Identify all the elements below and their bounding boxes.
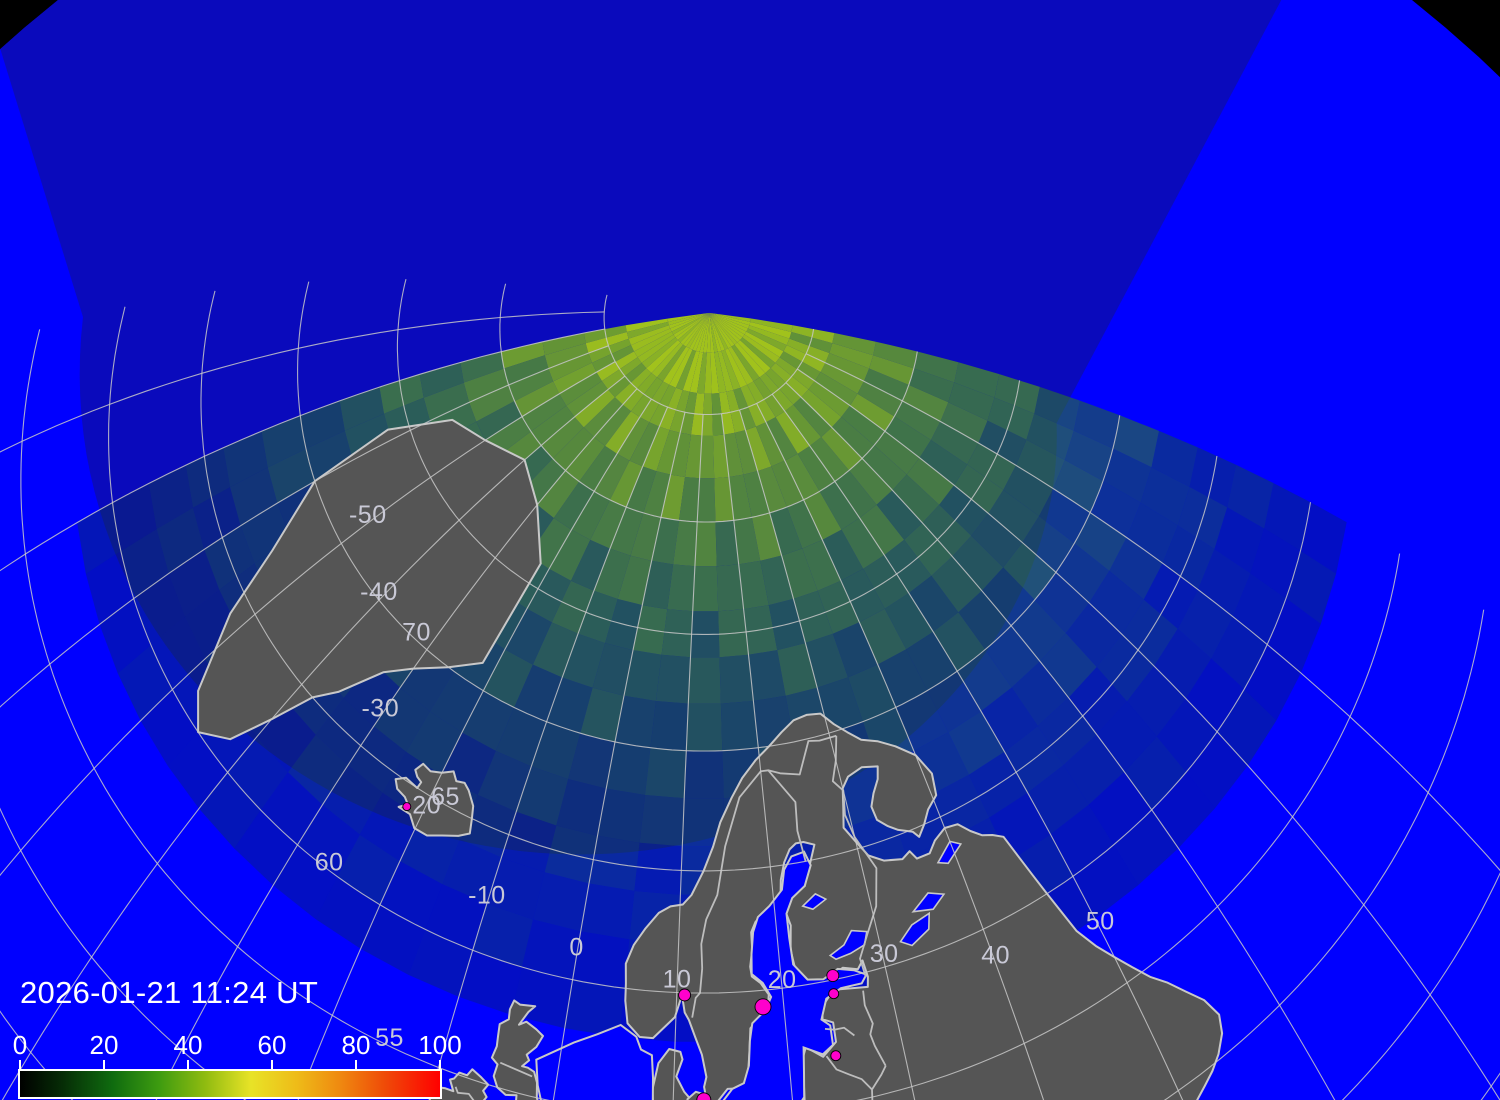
parallel-45: [0, 393, 1500, 1100]
country-border: [825, 1055, 873, 1091]
meridian--10: [274, 406, 669, 1100]
sea-north-sea: [535, 1023, 656, 1100]
colorbar-tickmark: [271, 1060, 273, 1069]
landmass-iceland: [394, 762, 475, 837]
graticule-layer: [0, 279, 1500, 1100]
meridian--70: [0, 328, 605, 1022]
colorbar-tickmark: [187, 1060, 189, 1069]
city-marker-riga[interactable]: Riga: [830, 1050, 842, 1062]
colorbar-tick-100: 100: [418, 1030, 462, 1060]
colorbar-tick-40: 40: [173, 1030, 203, 1060]
colorbar-tickmark: [19, 1060, 21, 1069]
parallel-80: [499, 283, 918, 523]
meridian-40: [756, 403, 1235, 1100]
meridian-0: [462, 412, 686, 1100]
city-marker-helsinki[interactable]: Helsinki: [826, 969, 840, 983]
colorbar-tickmark: [103, 1060, 105, 1069]
parallel-60: [108, 306, 1312, 994]
meridian-70: [796, 368, 1500, 1100]
parallel-label-65: 65: [431, 783, 460, 811]
meridian--50: [0, 361, 616, 1100]
city-marker-oslo[interactable]: Oslo: [678, 988, 692, 1002]
meridian-80: [805, 353, 1500, 1100]
landmass-greenland: [197, 418, 542, 741]
parallel-70: [297, 281, 1121, 752]
colorbar-gradient: [18, 1069, 442, 1099]
meridian--30: [0, 388, 638, 1100]
parallel-65: [200, 290, 1218, 872]
colorbar-ticks: [18, 1060, 442, 1069]
country-border: [824, 1026, 855, 1037]
meridian-label--40: -40: [360, 578, 398, 606]
city-marker-stockholm[interactable]: Stockholm: [754, 998, 772, 1016]
meridian-label-20: 20: [768, 966, 797, 994]
meridian-60: [785, 382, 1500, 1100]
colorbar-tick-0: 0: [12, 1030, 28, 1060]
parallel-50: [0, 358, 1485, 1100]
colorbar-tickmark: [355, 1060, 357, 1069]
colorbar-tickmark: [439, 1060, 441, 1069]
landmass-britain: [460, 999, 559, 1100]
meridian-label-0: 0: [569, 934, 583, 962]
lake-1: [899, 911, 931, 947]
meridian-label--10: -10: [468, 882, 506, 910]
parallel-label-70: 70: [402, 618, 431, 646]
country-border: [454, 1086, 478, 1100]
meridian--60: [0, 345, 609, 1100]
parallel-label-55: 55: [375, 1024, 404, 1052]
colorbar-tick-80: 80: [341, 1030, 371, 1060]
meridian-label--30: -30: [361, 695, 399, 723]
lake-4: [801, 892, 828, 911]
meridian-30: [738, 409, 1051, 1100]
parallel-85: [603, 294, 815, 416]
parallel-75: [396, 279, 1021, 635]
colorbar-tick-labels: 0 20 40 60 80 100: [13, 1030, 462, 1060]
colorbar-tick-60: 60: [257, 1030, 287, 1060]
lake-3: [936, 840, 963, 865]
night-shading-layer: [0, 0, 1500, 855]
colorbar-tick-20: 20: [89, 1030, 119, 1060]
meridian-50: [771, 393, 1404, 1100]
country-border: [499, 1061, 533, 1078]
country-border: [691, 968, 704, 1018]
parallel-label-60: 60: [315, 849, 344, 877]
meridian--40: [0, 375, 626, 1100]
city-marker-tallinn[interactable]: Tallinn: [828, 988, 840, 1000]
meridian-label-30: 30: [870, 940, 899, 968]
country-border: [862, 990, 887, 1067]
timestamp-label: 2026-01-21 11:24 UT: [20, 975, 319, 1010]
country-border: [767, 734, 837, 862]
colorbar-legend: 0 20 40 60 80 100: [13, 1030, 462, 1099]
parallel-55: [20, 329, 1401, 1100]
lake-2: [911, 892, 946, 913]
city-marker-reykjavik[interactable]: Reykjavik: [402, 802, 412, 812]
meridian-20: [720, 413, 858, 1100]
meridian--80: [0, 311, 605, 837]
meridian-label-40: 40: [981, 941, 1010, 969]
meridian-10: [658, 414, 704, 1100]
landmass-layer: [197, 418, 1224, 1100]
meridian-label-50: 50: [1086, 907, 1115, 935]
meridian-label--50: -50: [349, 501, 387, 529]
